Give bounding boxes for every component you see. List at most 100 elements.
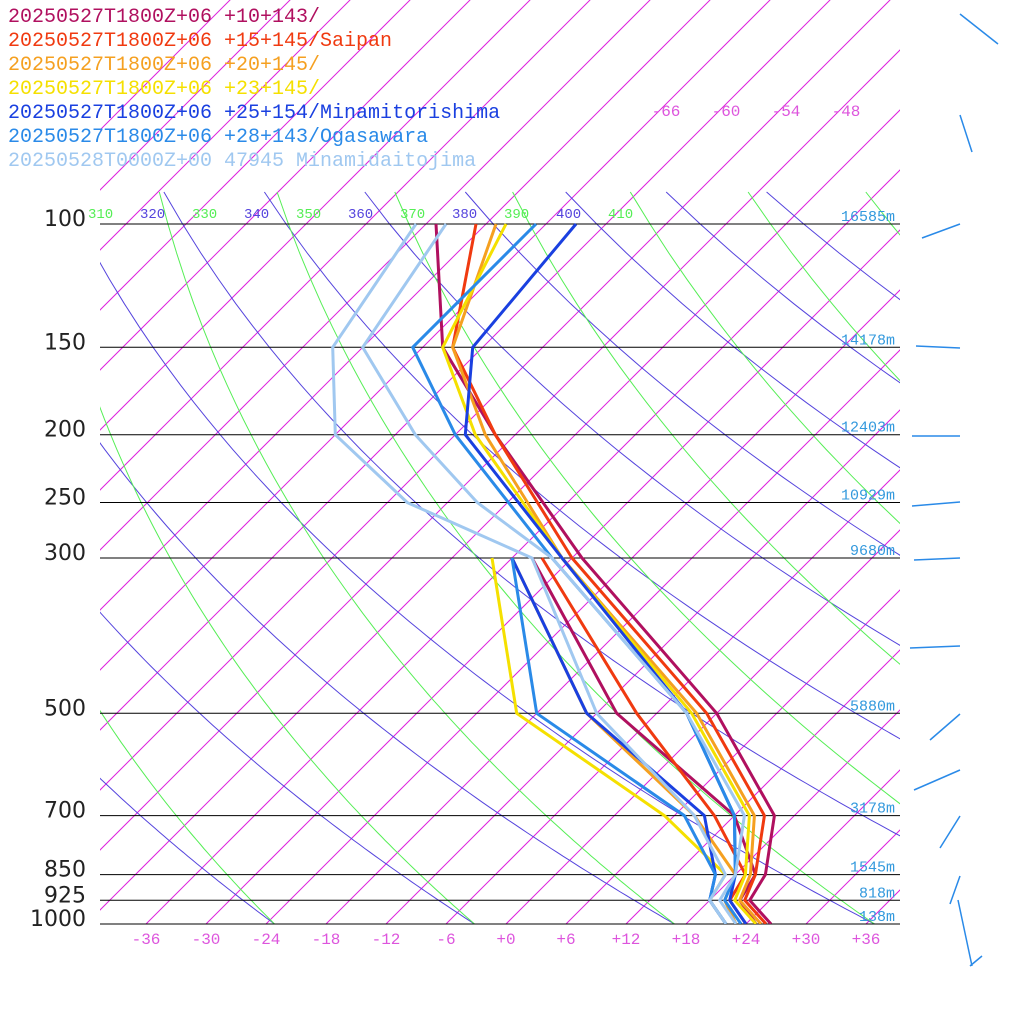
height-label: 10929m [841,488,895,505]
upper-temp-label: -48 [832,103,861,121]
x-tick-label: -6 [436,931,455,949]
isotherm [100,0,711,611]
isotherm [100,0,891,791]
sounding-series [331,222,776,924]
isotherm [445,469,900,924]
theta-label: 370 [400,207,425,223]
isotherm [265,289,900,924]
temperature-line [361,223,746,924]
height-label: 9680m [850,543,895,560]
isotherm [865,889,900,924]
isotherm [385,409,900,924]
dry-adiabat [100,442,676,924]
moist-adiabat [394,191,900,805]
x-tick-label: -18 [312,931,341,949]
wind-barb [913,557,961,561]
temperature-line [434,223,776,924]
moist-adiabat [158,191,676,924]
height-label: 5880m [850,698,895,715]
wind-barb [913,769,961,791]
theta-label: 390 [504,207,529,223]
theta-label: 400 [556,207,581,223]
temperature-line [451,223,763,924]
legend-entry: 20250527T1800Z+06 +10+143/ [8,6,320,29]
x-tick-label: +36 [852,931,881,949]
upper-temp-label: -60 [712,103,741,121]
pressure-label: 925 [44,883,86,908]
isotherm [205,229,900,924]
isotherm [100,0,231,131]
theta-label: 310 [88,207,113,223]
theta-label: 320 [140,207,165,223]
isotherm [926,0,1024,924]
theta-label: 360 [348,207,373,223]
pressure-label: 100 [44,207,86,232]
theta-label: 340 [244,207,269,223]
isotherm [100,0,471,371]
moist-adiabat [984,192,1024,939]
x-tick-label: -24 [252,931,281,949]
isotherm [145,169,900,924]
height-label: 818m [859,885,895,902]
theta-label: 410 [608,207,633,223]
isotherm [100,0,771,671]
x-tick-label: -30 [192,931,221,949]
series [451,223,768,924]
pressure-label: 500 [44,696,86,721]
dry-adiabat [263,191,900,740]
isobar-lines [100,223,900,925]
isotherm [100,0,831,731]
height-label: 3178m [850,801,895,818]
dry-adiabat [100,777,276,924]
height-label: 1545m [850,860,895,877]
pressure-label: 850 [44,858,86,883]
height-label: 14178m [841,332,895,349]
isotherm [100,0,651,551]
isotherm [685,709,900,924]
x-tick-label: +12 [612,931,641,949]
x-tick-label: +30 [792,931,821,949]
theta-labels: 310 320 330 340 350 360 370 380 390 400 410 [88,207,633,223]
dry-adiabat [163,191,900,837]
height-label: 138m [859,909,895,926]
x-axis-tick-labels: -36 -30 -24 -18 -12 -6 +0 +6 +12 +18 +24 +30 +36 [132,931,881,949]
wind-barb [911,501,961,507]
x-tick-label: +18 [672,931,701,949]
legend: 20250527T1800Z+06 +10+143/20250527T1800Z… [8,6,500,173]
upper-temp-label: -54 [772,103,801,121]
isotherm [625,649,900,924]
theta-label: 350 [296,207,321,223]
temperature-line [451,223,768,924]
isotherm [100,0,411,311]
height-labels: 16585m 14178m 12403m 10929m 9680m 5880m 3178m 1… [841,209,895,926]
isotherm [986,0,1024,924]
legend-entry: 20250527T1800Z+06 +20+145/ [8,54,320,77]
height-label: 12403m [841,420,895,437]
wind-barbs [909,13,999,967]
upper-temperature-labels: -66 -60 -54 -48 [652,103,861,121]
legend-entry: 20250527T1800Z+06 +15+145/Saipan [8,30,392,53]
wind-barb [949,875,961,905]
wind-barb [929,713,961,741]
wind-barb [959,114,973,153]
moist-adiabat [100,406,476,924]
isotherm [100,0,531,431]
moist-adiabat [100,709,276,924]
temperature-line [441,223,758,924]
x-tick-label: -36 [132,931,161,949]
isotherm [505,529,900,924]
isotherm [565,589,900,924]
pressure-label: 200 [44,418,86,443]
pressure-label: 1000 [30,907,86,932]
height-label: 16585m [841,209,895,226]
x-tick-label: +24 [732,931,761,949]
isotherm [100,0,591,491]
isotherm [100,0,291,191]
wind-barb [959,13,999,45]
x-tick-label: -12 [372,931,401,949]
upper-temp-label: -66 [652,103,681,121]
series [331,223,746,924]
wind-barb [939,815,961,849]
theta-label: 330 [192,207,217,223]
wind-barb [921,223,961,239]
